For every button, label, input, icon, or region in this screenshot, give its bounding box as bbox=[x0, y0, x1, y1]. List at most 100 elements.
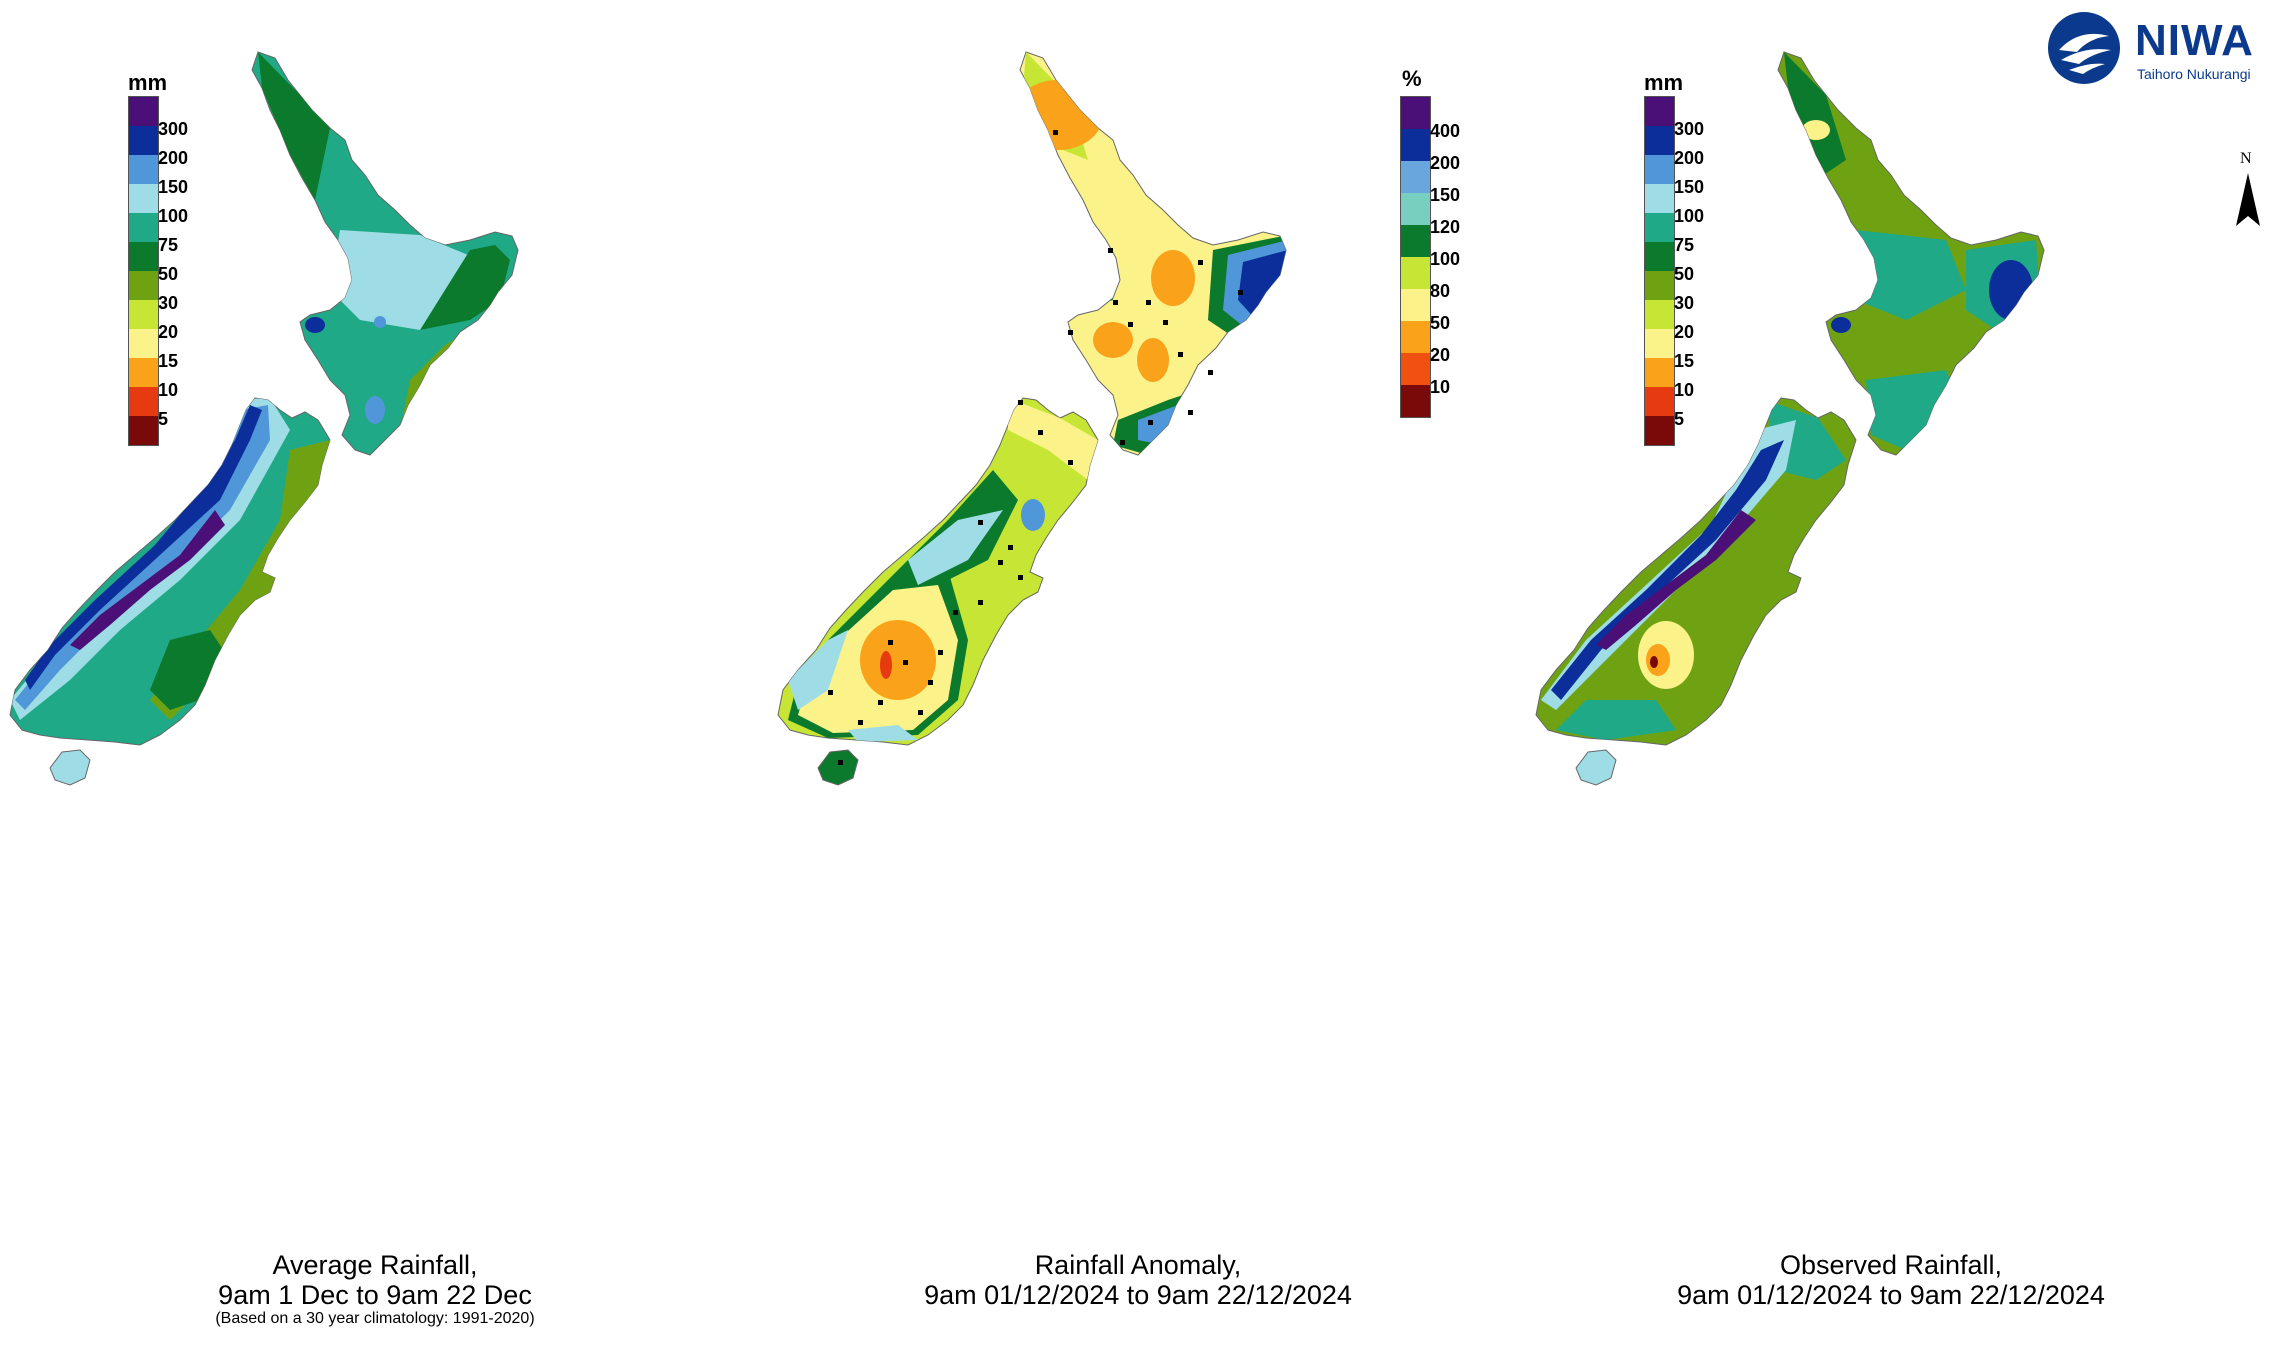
legend-tick: 20 bbox=[1674, 322, 1695, 342]
south-island bbox=[777, 397, 1099, 746]
legend-tick: 50 bbox=[1430, 313, 1451, 333]
legend-colorbar bbox=[128, 96, 159, 446]
stewart-island bbox=[49, 749, 91, 786]
caption-title: Rainfall Anomaly, bbox=[1034, 1250, 1242, 1280]
legend-tick: 10 bbox=[1674, 380, 1695, 400]
legend-swatch bbox=[1645, 97, 1674, 126]
legend-swatch bbox=[1401, 129, 1430, 161]
legend-swatch bbox=[1401, 257, 1430, 289]
legend-tick: 100 bbox=[158, 206, 189, 226]
caption-average: Average Rainfall, 9am 1 Dec to 9am 22 De… bbox=[60, 1250, 690, 1328]
legend-tick: 15 bbox=[1674, 351, 1695, 371]
legend-tick: 200 bbox=[1674, 148, 1705, 168]
map-observed-rainfall bbox=[1535, 51, 2045, 786]
legend-swatch bbox=[1645, 242, 1674, 271]
south-island bbox=[9, 397, 331, 746]
south-island bbox=[1535, 397, 1857, 746]
legend-tick: 150 bbox=[158, 177, 189, 197]
legend-tick: 10 bbox=[1430, 377, 1451, 397]
legend-tick: 20 bbox=[158, 322, 179, 342]
legend-swatch bbox=[129, 300, 158, 329]
legend-swatch bbox=[1401, 225, 1430, 257]
legend-unit: mm bbox=[1644, 70, 1684, 95]
legend-swatch bbox=[129, 358, 158, 387]
legend-tick: 5 bbox=[1674, 409, 1685, 429]
legend-swatch bbox=[1645, 155, 1674, 184]
logo-wordmark: NIWA bbox=[2135, 16, 2254, 65]
legend-swatch bbox=[129, 271, 158, 300]
legend-tick: 50 bbox=[158, 264, 179, 284]
map-average-rainfall bbox=[9, 51, 519, 786]
legend-colorbar bbox=[1644, 96, 1675, 446]
logo-tagline: Taihoro Nukurangi bbox=[2137, 66, 2251, 82]
legend-swatch bbox=[129, 242, 158, 271]
legend-swatch bbox=[129, 126, 158, 155]
legend-swatch bbox=[1645, 387, 1674, 416]
legend-swatch bbox=[1645, 184, 1674, 213]
legend-tick: 75 bbox=[158, 235, 179, 255]
legend-swatch bbox=[129, 329, 158, 358]
legend-swatch bbox=[1401, 289, 1430, 321]
legend-tick: 15 bbox=[158, 351, 179, 371]
legend-swatch bbox=[1401, 385, 1430, 417]
caption-anomaly: Rainfall Anomaly, 9am 01/12/2024 to 9am … bbox=[823, 1250, 1453, 1310]
legend-swatch bbox=[1645, 358, 1674, 387]
caption-observed: Observed Rainfall, 9am 01/12/2024 to 9am… bbox=[1576, 1250, 2206, 1310]
legend-tick: 200 bbox=[1430, 153, 1461, 173]
legend-tick: 30 bbox=[158, 293, 179, 313]
caption-period: 9am 1 Dec to 9am 22 Dec bbox=[218, 1280, 532, 1310]
legend-tick: 10 bbox=[158, 380, 179, 400]
legend-swatch bbox=[1401, 321, 1430, 353]
panel-average-rainfall: mm 300 200 150 100 75 50 30 20 15 10 5 A… bbox=[0, 0, 763, 1350]
legend-tick: 20 bbox=[1430, 345, 1451, 365]
north-label: N bbox=[2240, 150, 2252, 167]
legend-unit: % bbox=[1402, 66, 1422, 91]
legend-tick: 80 bbox=[1430, 281, 1451, 301]
legend-swatch bbox=[129, 155, 158, 184]
legend-swatch bbox=[1645, 416, 1674, 445]
niwa-logo: NIWA Taihoro Nukurangi bbox=[2039, 8, 2269, 88]
legend-tick: 50 bbox=[1674, 264, 1695, 284]
legend-unit: mm bbox=[128, 70, 168, 95]
panel-rainfall-anomaly: % 400 200 150 120 100 80 50 20 10 Rainfa… bbox=[763, 0, 1526, 1350]
niwa-logo-icon bbox=[2048, 12, 2120, 84]
legend-colorbar bbox=[1400, 96, 1431, 418]
legend-tick: 100 bbox=[1674, 206, 1705, 226]
caption-title: Observed Rainfall, bbox=[1779, 1250, 2003, 1280]
legend-swatch bbox=[1645, 271, 1674, 300]
north-arrow-icon bbox=[2236, 173, 2260, 226]
legend-tick: 120 bbox=[1430, 217, 1461, 237]
caption-note: (Based on a 30 year climatology: 1991-20… bbox=[215, 1310, 535, 1327]
legend-tick: 300 bbox=[158, 119, 189, 139]
legend-tick: 30 bbox=[1674, 293, 1695, 313]
north-island bbox=[1019, 51, 1287, 456]
legend-tick: 150 bbox=[1430, 185, 1461, 205]
legend-swatch bbox=[1645, 213, 1674, 242]
legend-tick: 75 bbox=[1674, 235, 1695, 255]
legend-tick: 400 bbox=[1430, 121, 1461, 141]
legend-swatch bbox=[129, 387, 158, 416]
north-island bbox=[251, 51, 519, 456]
legend-swatch bbox=[129, 184, 158, 213]
legend-swatch bbox=[129, 416, 158, 445]
stewart-island bbox=[1575, 749, 1617, 786]
station-markers bbox=[828, 130, 1243, 765]
caption-period: 9am 01/12/2024 to 9am 22/12/2024 bbox=[924, 1280, 1352, 1310]
legend-swatch bbox=[129, 97, 158, 126]
legend-swatch bbox=[1645, 300, 1674, 329]
caption-period: 9am 01/12/2024 to 9am 22/12/2024 bbox=[1677, 1280, 2105, 1310]
legend-swatch bbox=[1645, 126, 1674, 155]
north-island bbox=[1777, 51, 2045, 456]
panel-observed-rainfall: mm 300 200 150 100 75 50 30 20 15 10 5 O… bbox=[1526, 0, 2289, 1350]
map-rainfall-anomaly bbox=[777, 51, 1287, 786]
legend-swatch bbox=[1645, 329, 1674, 358]
legend-swatch bbox=[1401, 353, 1430, 385]
legend-tick: 300 bbox=[1674, 119, 1705, 139]
legend-tick: 100 bbox=[1430, 249, 1461, 269]
legend-tick: 5 bbox=[158, 409, 169, 429]
legend-tick: 150 bbox=[1674, 177, 1705, 197]
legend-swatch bbox=[129, 213, 158, 242]
stewart-island bbox=[817, 749, 859, 786]
legend-swatch bbox=[1401, 193, 1430, 225]
legend-tick: 200 bbox=[158, 148, 189, 168]
